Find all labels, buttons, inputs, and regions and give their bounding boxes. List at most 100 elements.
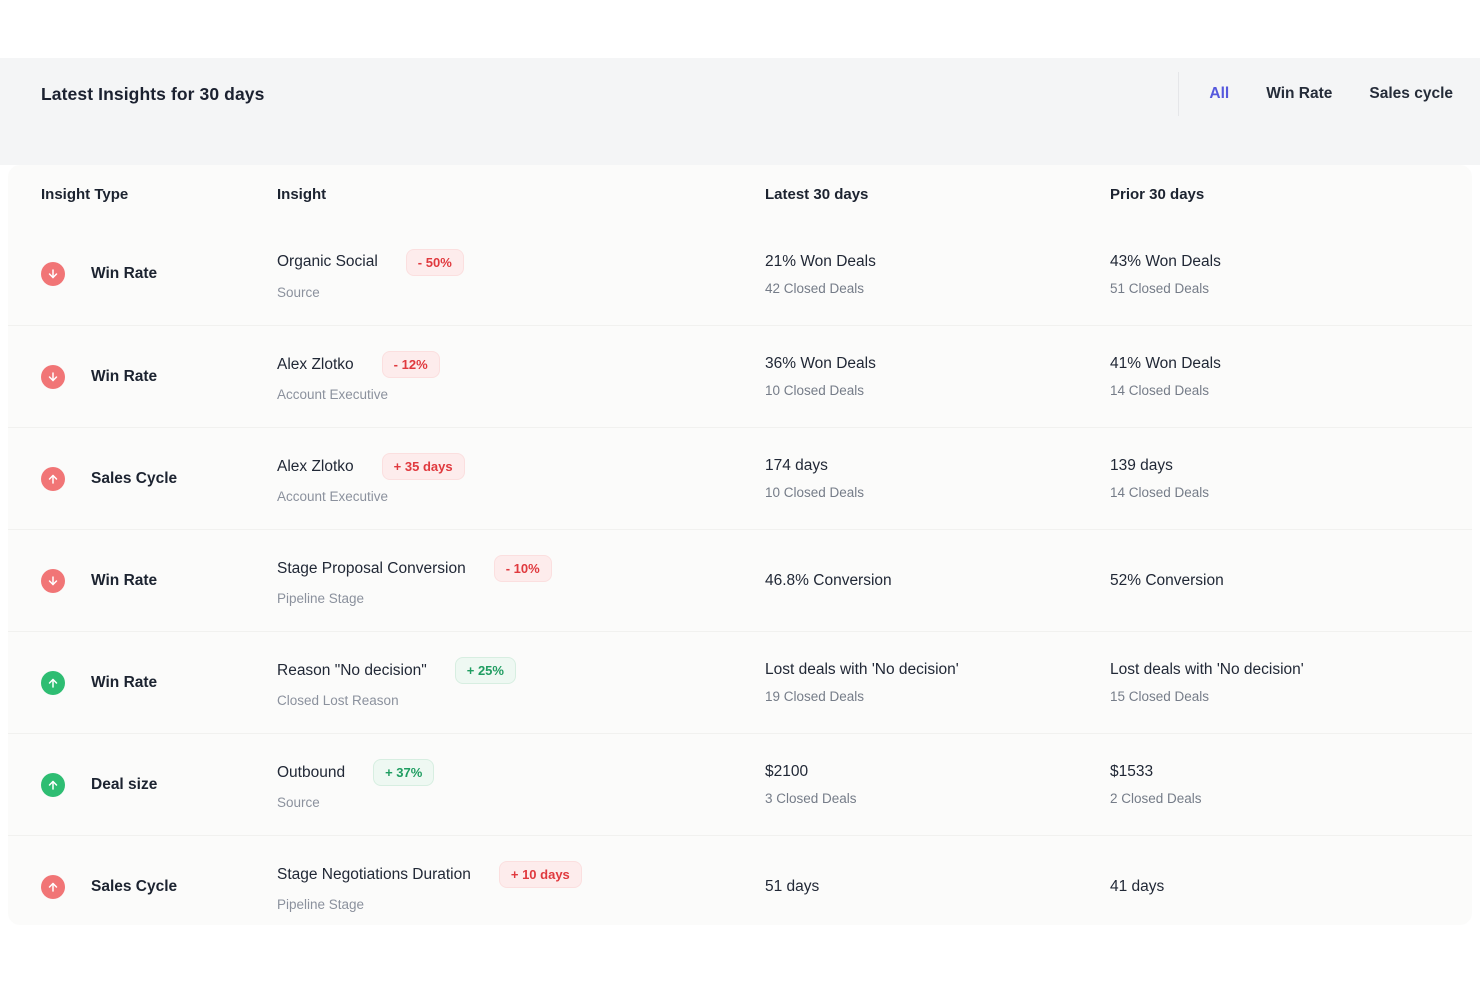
arrow-down-circle-icon (41, 262, 65, 286)
insight-cell: Stage Proposal Conversion - 10% Pipeline… (277, 555, 765, 606)
prior-value: 41 days (1110, 878, 1472, 896)
latest-30-days-cell: 46.8% Conversion (765, 572, 1110, 590)
insight-title-line: Outbound + 37% (277, 759, 765, 786)
change-badge: - 10% (494, 555, 552, 582)
table-row: Win Rate Organic Social - 50% Source 21%… (8, 223, 1472, 325)
insight-title: Alex Zlotko (277, 458, 354, 476)
insights-header-band: Latest Insights for 30 days All Win Rate… (0, 58, 1480, 165)
latest-30-days-cell: 36% Won Deals 10 Closed Deals (765, 355, 1110, 398)
insight-type-label: Sales Cycle (91, 470, 177, 488)
latest-30-days-cell: 51 days (765, 878, 1110, 896)
prior-sub-value: 2 Closed Deals (1110, 791, 1472, 806)
arrow-down-circle-icon (41, 569, 65, 593)
change-badge: + 25% (455, 657, 516, 684)
insight-type-cell: Sales Cycle (41, 467, 277, 491)
insight-title: Organic Social (277, 253, 378, 271)
change-badge: + 10 days (499, 861, 582, 888)
insight-title: Alex Zlotko (277, 356, 354, 374)
arrow-glyph (47, 473, 59, 485)
insight-subtitle: Pipeline Stage (277, 591, 765, 606)
insight-cell: Reason "No decision" + 25% Closed Lost R… (277, 657, 765, 708)
insight-title-line: Alex Zlotko + 35 days (277, 453, 765, 480)
prior-value: 52% Conversion (1110, 572, 1472, 590)
insight-type-cell: Win Rate (41, 262, 277, 286)
table-row: Win Rate Reason "No decision" + 25% Clos… (8, 631, 1472, 733)
prior-30-days-cell: 52% Conversion (1110, 572, 1472, 590)
prior-sub-value: 51 Closed Deals (1110, 281, 1472, 296)
insight-type-label: Sales Cycle (91, 878, 177, 896)
arrow-up-circle-icon (41, 467, 65, 491)
change-badge: + 37% (373, 759, 434, 786)
latest-value: 36% Won Deals (765, 355, 1110, 373)
prior-sub-value: 14 Closed Deals (1110, 383, 1472, 398)
insight-subtitle: Pipeline Stage (277, 897, 765, 912)
prior-sub-value: 14 Closed Deals (1110, 485, 1472, 500)
prior-30-days-cell: 139 days 14 Closed Deals (1110, 457, 1472, 500)
column-header-insight: Insight (277, 186, 765, 203)
table-row: Sales Cycle Alex Zlotko + 35 days Accoun… (8, 427, 1472, 529)
tab-win-rate[interactable]: Win Rate (1266, 85, 1332, 103)
insight-title-line: Organic Social - 50% (277, 249, 765, 276)
latest-30-days-cell: 21% Won Deals 42 Closed Deals (765, 253, 1110, 296)
column-header-prior-30-days: Prior 30 days (1110, 186, 1472, 203)
prior-30-days-cell: 41 days (1110, 878, 1472, 896)
insight-subtitle: Closed Lost Reason (277, 693, 765, 708)
arrow-glyph (47, 575, 59, 587)
insight-type-label: Deal size (91, 776, 157, 794)
column-header-latest-30-days: Latest 30 days (765, 186, 1110, 203)
change-badge: - 50% (406, 249, 464, 276)
insight-title: Reason "No decision" (277, 662, 427, 680)
insight-cell: Outbound + 37% Source (277, 759, 765, 810)
arrow-up-circle-icon (41, 773, 65, 797)
table-body: Win Rate Organic Social - 50% Source 21%… (8, 223, 1472, 925)
insight-subtitle: Account Executive (277, 489, 765, 504)
latest-sub-value: 19 Closed Deals (765, 689, 1110, 704)
table-row: Sales Cycle Stage Negotiations Duration … (8, 835, 1472, 925)
arrow-down-circle-icon (41, 365, 65, 389)
insight-subtitle: Account Executive (277, 387, 765, 402)
arrow-glyph (47, 677, 59, 689)
insight-title-line: Alex Zlotko - 12% (277, 351, 765, 378)
insight-type-cell: Sales Cycle (41, 875, 277, 899)
insight-title: Stage Proposal Conversion (277, 560, 466, 578)
tab-sales-cycle[interactable]: Sales cycle (1369, 85, 1453, 103)
insight-subtitle: Source (277, 795, 765, 810)
insight-title: Outbound (277, 764, 345, 782)
tab-all[interactable]: All (1209, 85, 1229, 103)
table-row: Win Rate Alex Zlotko - 12% Account Execu… (8, 325, 1472, 427)
prior-30-days-cell: Lost deals with 'No decision' 15 Closed … (1110, 661, 1472, 704)
latest-value: 21% Won Deals (765, 253, 1110, 271)
insight-type-cell: Win Rate (41, 365, 277, 389)
latest-value: 174 days (765, 457, 1110, 475)
insight-title-line: Stage Proposal Conversion - 10% (277, 555, 765, 582)
insight-type-label: Win Rate (91, 572, 157, 590)
table-row: Win Rate Stage Proposal Conversion - 10%… (8, 529, 1472, 631)
prior-sub-value: 15 Closed Deals (1110, 689, 1472, 704)
insight-type-label: Win Rate (91, 265, 157, 283)
insight-type-cell: Deal size (41, 773, 277, 797)
prior-value: 41% Won Deals (1110, 355, 1472, 373)
insight-type-label: Win Rate (91, 368, 157, 386)
change-badge: + 35 days (382, 453, 465, 480)
arrow-up-circle-icon (41, 875, 65, 899)
prior-value: 43% Won Deals (1110, 253, 1472, 271)
filter-tabs: All Win Rate Sales cycle (1178, 72, 1453, 116)
insight-cell: Organic Social - 50% Source (277, 249, 765, 300)
prior-value: Lost deals with 'No decision' (1110, 661, 1472, 679)
table-row: Deal size Outbound + 37% Source $2100 3 … (8, 733, 1472, 835)
prior-30-days-cell: 41% Won Deals 14 Closed Deals (1110, 355, 1472, 398)
table-header-row: Insight Type Insight Latest 30 days Prio… (8, 165, 1472, 223)
insight-type-label: Win Rate (91, 674, 157, 692)
arrow-glyph (47, 779, 59, 791)
latest-value: Lost deals with 'No decision' (765, 661, 1110, 679)
latest-30-days-cell: 174 days 10 Closed Deals (765, 457, 1110, 500)
latest-30-days-cell: $2100 3 Closed Deals (765, 763, 1110, 806)
latest-30-days-cell: Lost deals with 'No decision' 19 Closed … (765, 661, 1110, 704)
insight-cell: Alex Zlotko + 35 days Account Executive (277, 453, 765, 504)
latest-sub-value: 42 Closed Deals (765, 281, 1110, 296)
arrow-glyph (47, 268, 59, 280)
insight-title-line: Stage Negotiations Duration + 10 days (277, 861, 765, 888)
latest-sub-value: 10 Closed Deals (765, 383, 1110, 398)
insight-subtitle: Source (277, 285, 765, 300)
latest-value: $2100 (765, 763, 1110, 781)
